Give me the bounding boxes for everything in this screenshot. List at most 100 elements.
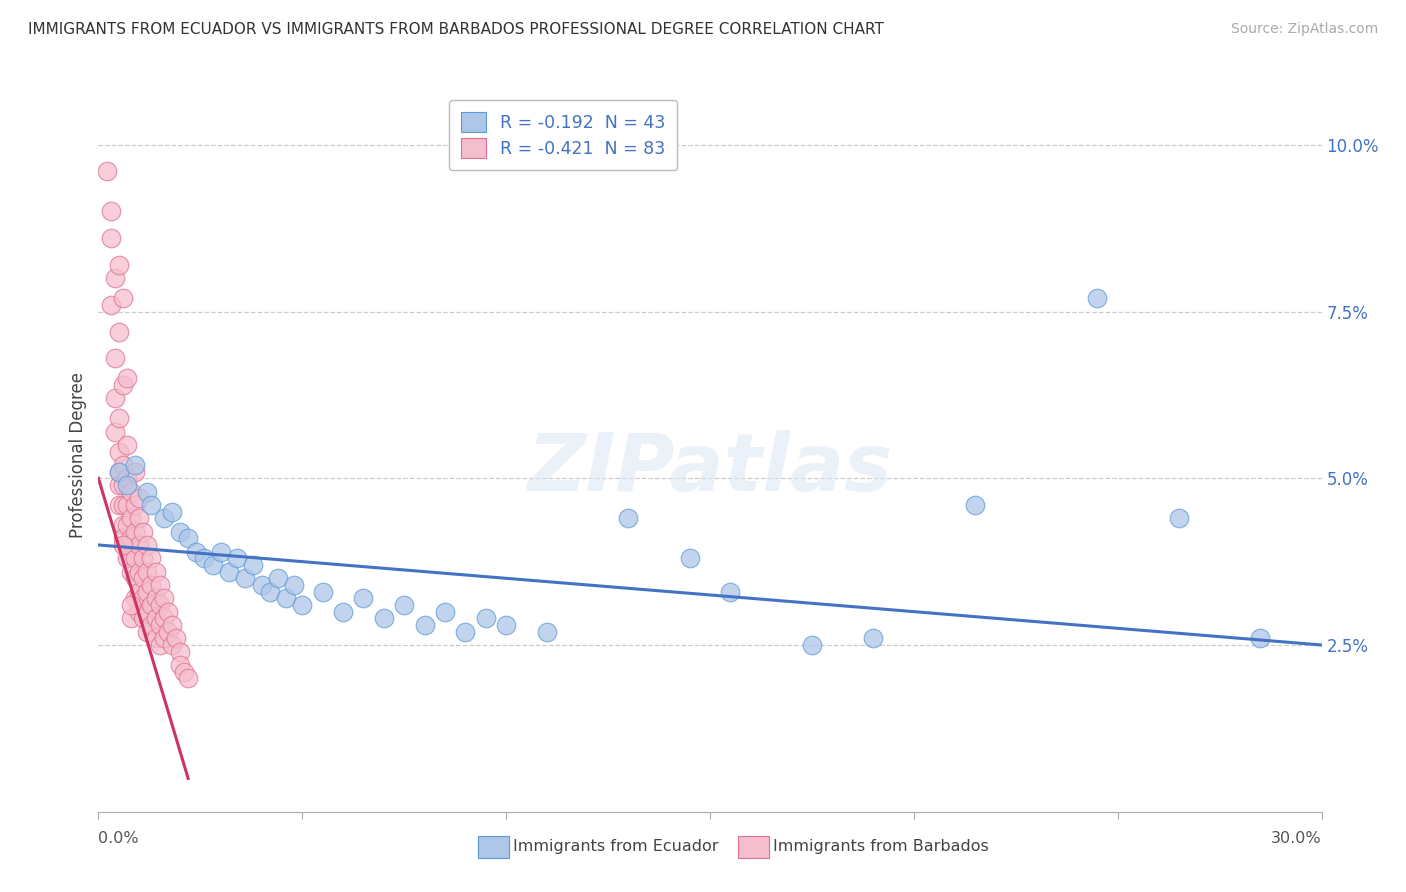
- Point: [115, 471, 138, 485]
- Point: [115, 551, 138, 566]
- Point: [115, 498, 138, 512]
- Point: [132, 611, 155, 625]
- Point: [108, 258, 131, 272]
- Point: [136, 605, 159, 619]
- Point: [104, 271, 127, 285]
- Point: [111, 531, 134, 545]
- Point: [152, 632, 174, 646]
- Text: 30.0%: 30.0%: [1271, 831, 1322, 846]
- Point: [100, 298, 122, 312]
- Point: [149, 638, 172, 652]
- Point: [111, 478, 134, 492]
- Point: [141, 598, 163, 612]
- Point: [120, 551, 142, 566]
- Point: [218, 565, 240, 579]
- Point: [267, 571, 290, 585]
- Point: [111, 458, 134, 472]
- Point: [679, 551, 702, 566]
- Point: [120, 484, 142, 499]
- Point: [120, 565, 142, 579]
- Point: [120, 598, 142, 612]
- Point: [136, 584, 159, 599]
- Point: [108, 411, 131, 425]
- Point: [152, 511, 174, 525]
- Point: [124, 551, 146, 566]
- Point: [136, 565, 159, 579]
- Point: [111, 498, 134, 512]
- Point: [454, 624, 477, 639]
- Point: [124, 571, 146, 585]
- Text: IMMIGRANTS FROM ECUADOR VS IMMIGRANTS FROM BARBADOS PROFESSIONAL DEGREE CORRELAT: IMMIGRANTS FROM ECUADOR VS IMMIGRANTS FR…: [28, 22, 884, 37]
- Point: [115, 538, 138, 552]
- Point: [124, 458, 146, 472]
- Point: [111, 518, 134, 533]
- Point: [332, 605, 354, 619]
- Point: [115, 478, 138, 492]
- Point: [136, 484, 159, 499]
- Point: [156, 605, 179, 619]
- Point: [141, 618, 163, 632]
- Point: [111, 377, 134, 392]
- Point: [108, 465, 131, 479]
- Point: [156, 624, 179, 639]
- Point: [149, 598, 172, 612]
- Text: 0.0%: 0.0%: [98, 831, 139, 846]
- Text: Immigrants from Ecuador: Immigrants from Ecuador: [513, 839, 718, 854]
- Point: [149, 578, 172, 592]
- Point: [115, 518, 138, 533]
- Point: [108, 444, 131, 458]
- Point: [104, 425, 127, 439]
- Point: [124, 524, 146, 539]
- Point: [1167, 511, 1189, 525]
- Point: [1249, 632, 1271, 646]
- Point: [242, 558, 264, 572]
- Point: [169, 524, 191, 539]
- Point: [115, 438, 138, 452]
- Point: [291, 598, 314, 612]
- Point: [413, 618, 436, 632]
- Point: [96, 164, 118, 178]
- Y-axis label: Professional Degree: Professional Degree: [69, 372, 87, 538]
- Point: [104, 391, 127, 405]
- Point: [128, 605, 150, 619]
- Point: [141, 551, 163, 566]
- Text: Immigrants from Barbados: Immigrants from Barbados: [773, 839, 988, 854]
- Point: [965, 498, 987, 512]
- Point: [434, 605, 457, 619]
- Point: [474, 611, 498, 625]
- Point: [111, 291, 134, 305]
- Point: [132, 591, 155, 606]
- Point: [128, 584, 150, 599]
- Point: [145, 565, 167, 579]
- Legend: R = -0.192  N = 43, R = -0.421  N = 83: R = -0.192 N = 43, R = -0.421 N = 83: [450, 100, 678, 170]
- Point: [145, 611, 167, 625]
- Point: [108, 465, 131, 479]
- Point: [250, 578, 273, 592]
- Point: [141, 498, 163, 512]
- Point: [160, 638, 183, 652]
- Point: [862, 632, 884, 646]
- Point: [801, 638, 824, 652]
- Point: [111, 538, 134, 552]
- Text: ZIPatlas: ZIPatlas: [527, 430, 893, 508]
- Point: [149, 618, 172, 632]
- Point: [108, 325, 131, 339]
- Point: [283, 578, 305, 592]
- Point: [128, 511, 150, 525]
- Point: [132, 571, 155, 585]
- Point: [1085, 291, 1108, 305]
- Point: [152, 611, 174, 625]
- Point: [495, 618, 517, 632]
- Point: [718, 584, 742, 599]
- Text: Source: ZipAtlas.com: Source: ZipAtlas.com: [1230, 22, 1378, 37]
- Point: [352, 591, 374, 606]
- Point: [128, 491, 150, 506]
- Point: [392, 598, 416, 612]
- Point: [152, 591, 174, 606]
- Point: [141, 578, 163, 592]
- Point: [160, 505, 183, 519]
- Point: [259, 584, 281, 599]
- Point: [100, 204, 122, 219]
- Point: [617, 511, 640, 525]
- Point: [536, 624, 558, 639]
